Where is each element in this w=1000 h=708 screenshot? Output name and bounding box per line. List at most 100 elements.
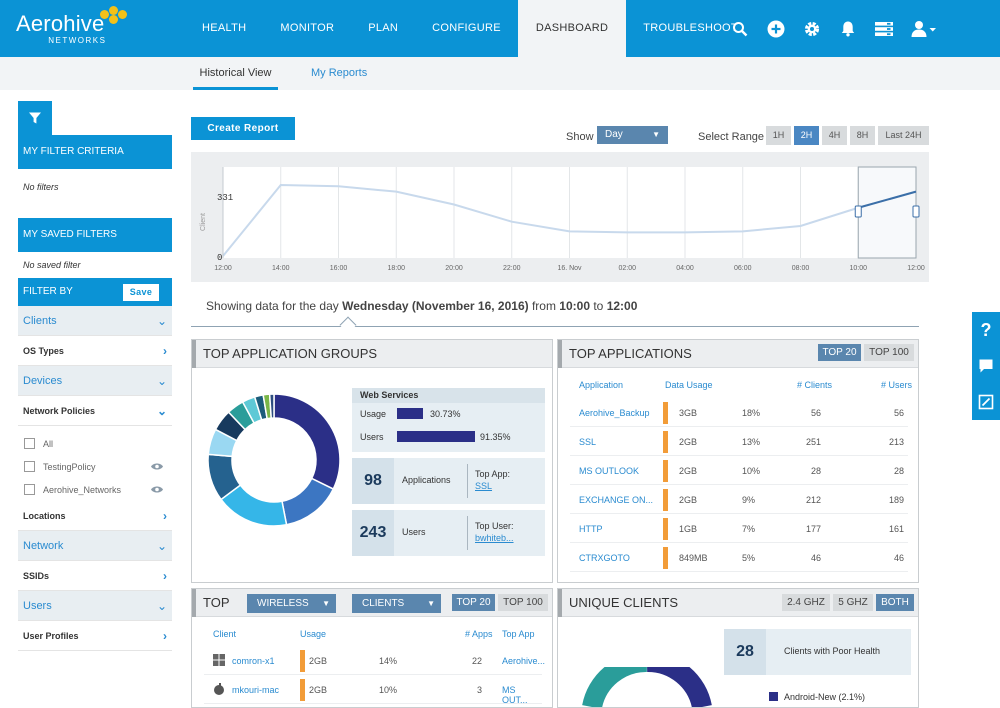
- checkbox[interactable]: [24, 438, 35, 449]
- section-locations[interactable]: Locations ›: [18, 501, 172, 531]
- bell-icon[interactable]: [830, 0, 866, 57]
- donut-slice[interactable]: [281, 477, 335, 526]
- client-link[interactable]: comron-x1: [232, 656, 275, 666]
- user-icon[interactable]: [902, 0, 946, 57]
- chat-icon[interactable]: [972, 348, 1000, 384]
- show-period-select[interactable]: Day ▼: [597, 126, 668, 144]
- save-filter-button[interactable]: Save: [123, 283, 159, 301]
- section-user-profiles[interactable]: User Profiles ›: [18, 621, 172, 651]
- range-24h-button[interactable]: Last 24H: [878, 126, 929, 145]
- section-network[interactable]: Network ⌄: [18, 531, 172, 561]
- table-row[interactable]: HTTP 1GB 7% 177 161: [570, 514, 908, 543]
- client-type-select[interactable]: WIRELESS ▼: [247, 594, 336, 613]
- col-clients[interactable]: # Clients: [797, 380, 833, 390]
- policy-aerohive-networks[interactable]: Aerohive_Networks: [18, 478, 172, 501]
- policy-all[interactable]: All: [18, 432, 172, 455]
- donut-slice[interactable]: [273, 393, 341, 491]
- nav-configure[interactable]: CONFIGURE: [432, 22, 501, 34]
- col-users[interactable]: # Users: [881, 380, 913, 390]
- data-usage: 3GB: [679, 408, 698, 418]
- client-link[interactable]: mkouri-mac: [232, 685, 280, 695]
- client-timeline-chart[interactable]: 331 0 Client 12:00 14:00 16:00 18:00 20:00 22:00…: [191, 152, 929, 282]
- usage-bar: [663, 518, 668, 540]
- search-icon[interactable]: [722, 0, 758, 57]
- col-apps[interactable]: # Apps: [465, 629, 493, 639]
- range-handle[interactable]: [854, 205, 862, 218]
- data-usage: 2GB: [679, 495, 698, 505]
- donut-slice: [582, 667, 648, 707]
- top-user-link[interactable]: bwhiteb...: [475, 533, 514, 543]
- band-5ghz-tag[interactable]: 5 GHZ: [833, 594, 873, 611]
- aerohive-logo[interactable]: Aerohive NETWORKS: [16, 6, 127, 45]
- app-link[interactable]: Aerohive_Backup: [579, 408, 650, 418]
- policy-label: TestingPolicy: [43, 461, 96, 472]
- range-selection[interactable]: [857, 166, 917, 259]
- top100-tag[interactable]: TOP 100: [864, 344, 914, 361]
- section-devices[interactable]: Devices ⌄: [18, 366, 172, 396]
- range-handle[interactable]: [912, 205, 920, 218]
- range-2h-button[interactable]: 2H: [794, 126, 819, 145]
- help-icon[interactable]: ?: [980, 319, 992, 340]
- section-users[interactable]: Users ⌄: [18, 591, 172, 621]
- col-top-app[interactable]: Top App: [502, 629, 535, 639]
- tab-my-reports[interactable]: My Reports: [311, 67, 368, 79]
- nav-dashboard[interactable]: DASHBOARD: [517, 0, 627, 57]
- web-services-card[interactable]: Web Services Usage 30.73% Users 91.35%: [352, 388, 545, 452]
- top-app-link[interactable]: Aerohive...: [502, 656, 546, 666]
- app-link[interactable]: EXCHANGE ON...: [579, 495, 654, 505]
- table-row[interactable]: Aerohive_Backup 3GB 18% 56 56: [570, 398, 908, 427]
- filter-toggle-button[interactable]: [18, 101, 52, 135]
- app-link[interactable]: HTTP: [579, 524, 603, 534]
- checkbox[interactable]: [24, 484, 35, 495]
- poor-health-stat[interactable]: 28 Clients with Poor Health: [724, 629, 911, 675]
- nav-health[interactable]: HEALTH: [202, 22, 247, 34]
- top-application-groups-panel: TOP APPLICATION GROUPS Web Services Usag…: [191, 339, 553, 583]
- tab-historical-view[interactable]: Historical View: [193, 57, 278, 90]
- col-usage[interactable]: Usage: [300, 629, 327, 639]
- app-link[interactable]: MS OUTLOOK: [579, 466, 640, 476]
- policy-label: All: [43, 438, 54, 449]
- gear-icon[interactable]: [794, 0, 830, 57]
- top-app-link[interactable]: MS OUT...: [502, 685, 528, 705]
- usage-pct: 9%: [742, 495, 756, 505]
- range-4h-button[interactable]: 4H: [822, 126, 847, 145]
- entity-select[interactable]: CLIENTS ▼: [352, 594, 441, 613]
- table-row[interactable]: EXCHANGE ON... 2GB 9% 212 189: [570, 485, 908, 514]
- edit-icon[interactable]: [972, 384, 1000, 420]
- section-ssids[interactable]: SSIDs ›: [18, 561, 172, 591]
- create-report-button[interactable]: Create Report: [191, 117, 295, 140]
- top20-tag[interactable]: TOP 20: [818, 344, 861, 361]
- clients-count: 28: [810, 466, 821, 476]
- range-1h-button[interactable]: 1H: [766, 126, 791, 145]
- donut-slice[interactable]: [268, 393, 275, 419]
- table-row[interactable]: SSL 2GB 13% 251 213: [570, 427, 908, 456]
- policy-testing[interactable]: TestingPolicy: [18, 455, 172, 478]
- col-application[interactable]: Application: [579, 380, 624, 390]
- section-network-policies[interactable]: Network Policies ⌄: [18, 396, 172, 426]
- add-icon[interactable]: [758, 0, 794, 57]
- top100-tag[interactable]: TOP 100: [498, 594, 548, 611]
- nav-troubleshoot[interactable]: TROUBLESHOOT: [643, 22, 738, 34]
- list-icon[interactable]: [866, 0, 902, 57]
- top20-tag[interactable]: TOP 20: [452, 594, 495, 611]
- col-client[interactable]: Client: [213, 629, 237, 639]
- app-link[interactable]: SSL: [579, 437, 597, 447]
- nav-plan[interactable]: PLAN: [368, 22, 399, 34]
- table-row[interactable]: comron-x1 2GB 14% 22 Aerohive...: [204, 646, 546, 675]
- data-usage: 2GB: [309, 656, 328, 666]
- band-both-tag[interactable]: BOTH: [876, 594, 914, 611]
- band-24ghz-tag[interactable]: 2.4 GHZ: [782, 594, 830, 611]
- nav-monitor[interactable]: MONITOR: [280, 22, 335, 34]
- top-app-link[interactable]: SSL: [475, 481, 493, 491]
- data-usage: 2GB: [679, 437, 698, 447]
- x-tick-label: 12:00: [907, 265, 925, 272]
- usage-pct: 10%: [379, 685, 398, 695]
- section-clients[interactable]: Clients ⌄: [18, 306, 172, 336]
- col-data-usage[interactable]: Data Usage: [665, 380, 713, 390]
- table-row[interactable]: MS OUTLOOK 2GB 10% 28 28: [570, 456, 908, 485]
- checkbox[interactable]: [24, 461, 35, 472]
- range-8h-button[interactable]: 8H: [850, 126, 875, 145]
- table-row[interactable]: CTRXGOTO 849MB 5% 46 46: [570, 543, 908, 572]
- app-link[interactable]: CTRXGOTO: [579, 553, 630, 563]
- section-os-types[interactable]: OS Types ›: [18, 336, 172, 366]
